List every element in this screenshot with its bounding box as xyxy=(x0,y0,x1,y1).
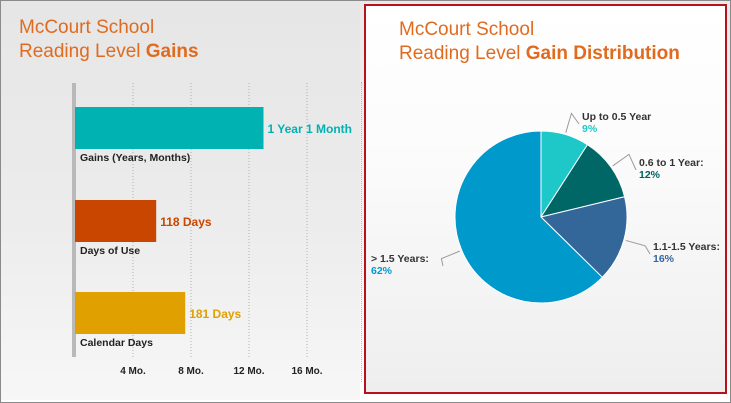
bar xyxy=(75,107,264,149)
bar xyxy=(75,200,157,242)
gains-title-line2: Reading Level Gains xyxy=(19,40,199,64)
distribution-panel: McCourt School Reading Level Gain Distri… xyxy=(364,4,727,394)
pie-slice-percent: 16% xyxy=(653,253,675,265)
bar-category-label: Calendar Days xyxy=(80,337,153,349)
pie-slice xyxy=(539,143,626,218)
bar-value-label: 181 Days xyxy=(189,307,241,321)
gains-title-bold: Gains xyxy=(145,41,199,62)
distribution-title-bold: Gain Distribution xyxy=(525,43,680,64)
distribution-title-prefix: Reading Level xyxy=(399,43,526,64)
panel-divider xyxy=(361,82,362,382)
gains-title: McCourt School Reading Level Gains xyxy=(19,16,199,64)
pie-slice-percent: 12% xyxy=(639,169,661,181)
pie-leader-line xyxy=(625,239,651,255)
bar-x-tick-label: 16 Mo. xyxy=(291,366,322,377)
pie-slice xyxy=(454,130,603,304)
pie-leader-line xyxy=(565,112,580,133)
distribution-title-line2: Reading Level Gain Distribution xyxy=(399,42,680,66)
bar-x-tick-label: 12 Mo. xyxy=(233,366,264,377)
bar xyxy=(75,292,186,334)
pie-slice-percent: 9% xyxy=(582,123,598,135)
gains-title-line1: McCourt School xyxy=(19,17,155,38)
gains-bar-chart: 4 Mo. 8 Mo. 12 Mo. 16 Mo. 1 Year 1 Month Gain… xyxy=(72,83,352,377)
pie-leader-line xyxy=(440,250,461,267)
bar-category-label: Gains (Years, Months) xyxy=(80,152,190,164)
bar-value-label: 118 Days xyxy=(160,215,212,229)
pie-leader-line xyxy=(612,153,637,171)
gains-title-prefix: Reading Level xyxy=(19,41,146,62)
bar-category-label: Days of Use xyxy=(80,245,140,257)
pie-slice-label: > 1.5 Years: xyxy=(371,253,429,265)
pie-slice xyxy=(540,196,628,279)
distribution-title-line1: McCourt School xyxy=(399,19,535,40)
pie-slice-label: Up to 0.5 Year xyxy=(582,111,651,123)
bar-x-tick-label: 4 Mo. xyxy=(120,366,146,377)
bar-value-label: 1 Year 1 Month xyxy=(268,122,352,136)
gains-panel: McCourt School Reading Level Gains 4 Mo.… xyxy=(1,1,360,400)
distribution-title: McCourt School Reading Level Gain Distri… xyxy=(399,18,680,66)
bar-x-tick-label: 8 Mo. xyxy=(178,366,204,377)
bar-axis-line xyxy=(72,83,76,357)
pie-slice-percent: 62% xyxy=(371,265,393,277)
pie-slice-label: 0.6 to 1 Year: xyxy=(639,157,704,169)
pie-slice-label: 1.1-1.5 Years: xyxy=(653,241,720,253)
